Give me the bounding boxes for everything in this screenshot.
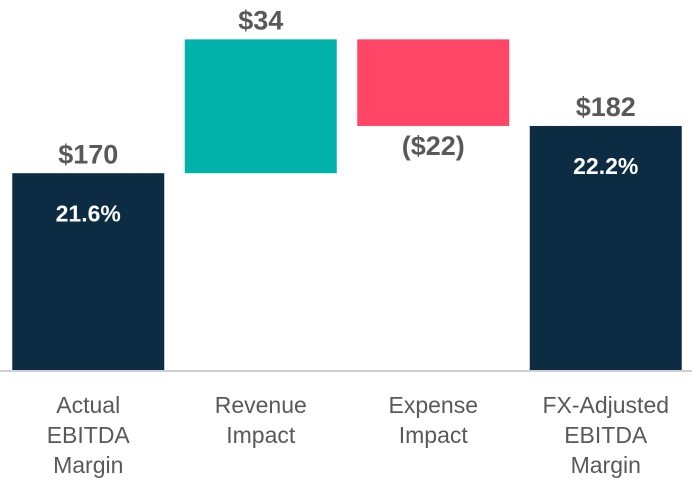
value-label: ($22) (402, 131, 465, 161)
x-tick-label: Actual EBITDA Margin (46, 392, 130, 478)
bar (357, 39, 510, 126)
bar (529, 125, 682, 370)
bar (12, 173, 165, 370)
margin-label: 22.2% (573, 153, 638, 179)
x-tick-label: Revenue Impact (214, 392, 307, 448)
bar (184, 39, 337, 174)
value-label: $170 (58, 139, 118, 169)
value-label: $34 (238, 5, 283, 35)
value-label: $182 (576, 92, 636, 122)
x-tick-label: Expense Impact (388, 392, 478, 448)
x-tick-label: FX-Adjusted EBITDA Margin (542, 392, 670, 478)
margin-label: 21.6% (56, 200, 121, 226)
